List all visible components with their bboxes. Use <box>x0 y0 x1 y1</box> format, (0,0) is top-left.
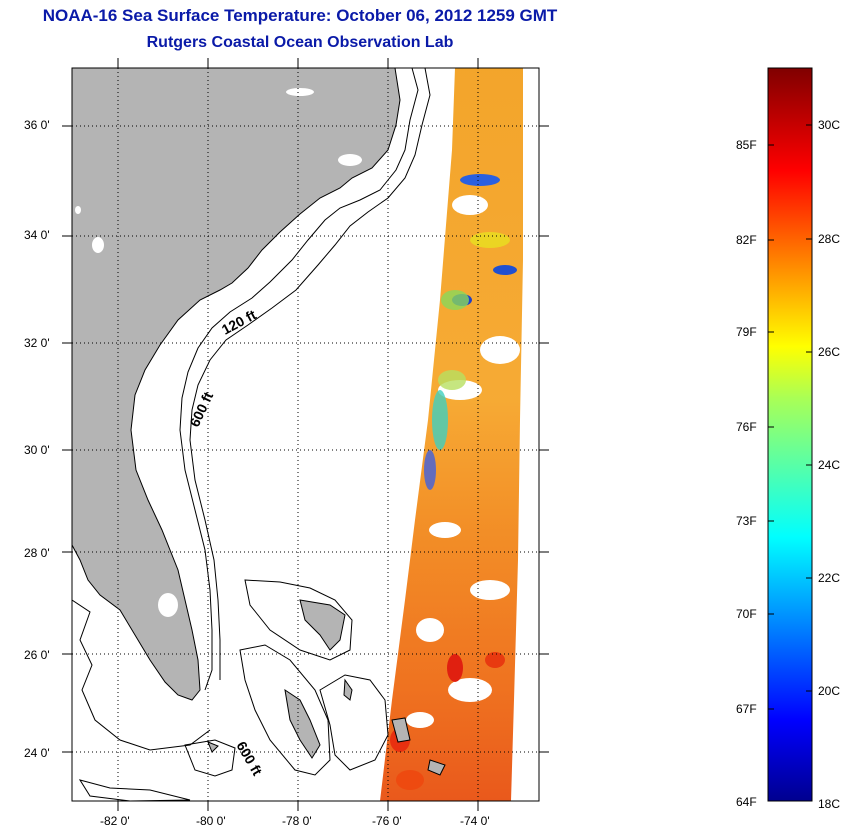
cb-c-30: 30C <box>818 118 841 132</box>
lat-label-32: 32 0' <box>24 336 50 350</box>
cb-f-85: 85F <box>736 138 757 152</box>
lat-label-24: 24 0' <box>24 746 50 760</box>
lat-label-34: 34 0' <box>24 228 50 242</box>
cb-c-24: 24C <box>818 458 841 472</box>
lon-label-78: -78 0' <box>282 814 312 828</box>
land-mainland <box>72 68 401 701</box>
lon-label-80: -80 0' <box>196 814 226 828</box>
cb-c-20: 20C <box>818 684 841 698</box>
cb-f-82: 82F <box>736 233 757 247</box>
cb-f-76: 76F <box>736 420 757 434</box>
colorbar <box>767 67 813 802</box>
lon-label-82: -82 0' <box>100 814 130 828</box>
bathymetry-contours <box>72 68 431 801</box>
lat-label-26: 26 0' <box>24 648 50 662</box>
cb-c-18: 18C <box>818 797 841 811</box>
map-title: NOAA-16 Sea Surface Temperature: October… <box>42 6 558 25</box>
cb-c-26: 26C <box>818 345 841 359</box>
sst-swath <box>380 68 523 801</box>
bahamas <box>207 599 446 776</box>
cb-c-28: 28C <box>818 232 841 246</box>
colorbar-ticks <box>768 124 812 710</box>
lon-label-74: -74 0' <box>460 814 490 828</box>
lat-label-30: 30 0' <box>24 443 50 457</box>
cb-c-22: 22C <box>818 571 841 585</box>
axis-ticks <box>62 58 549 811</box>
cb-f-64: 64F <box>736 795 757 809</box>
lat-label-28: 28 0' <box>24 546 50 560</box>
map-frame <box>71 67 540 802</box>
map-subtitle: Rutgers Coastal Ocean Observation Lab <box>146 34 454 51</box>
lat-label-36: 36 0' <box>24 118 50 132</box>
cb-f-79: 79F <box>736 325 757 339</box>
cb-f-67: 67F <box>736 702 757 716</box>
cb-f-73: 73F <box>736 514 757 528</box>
lon-label-76: -76 0' <box>372 814 402 828</box>
cb-f-70: 70F <box>736 607 757 621</box>
